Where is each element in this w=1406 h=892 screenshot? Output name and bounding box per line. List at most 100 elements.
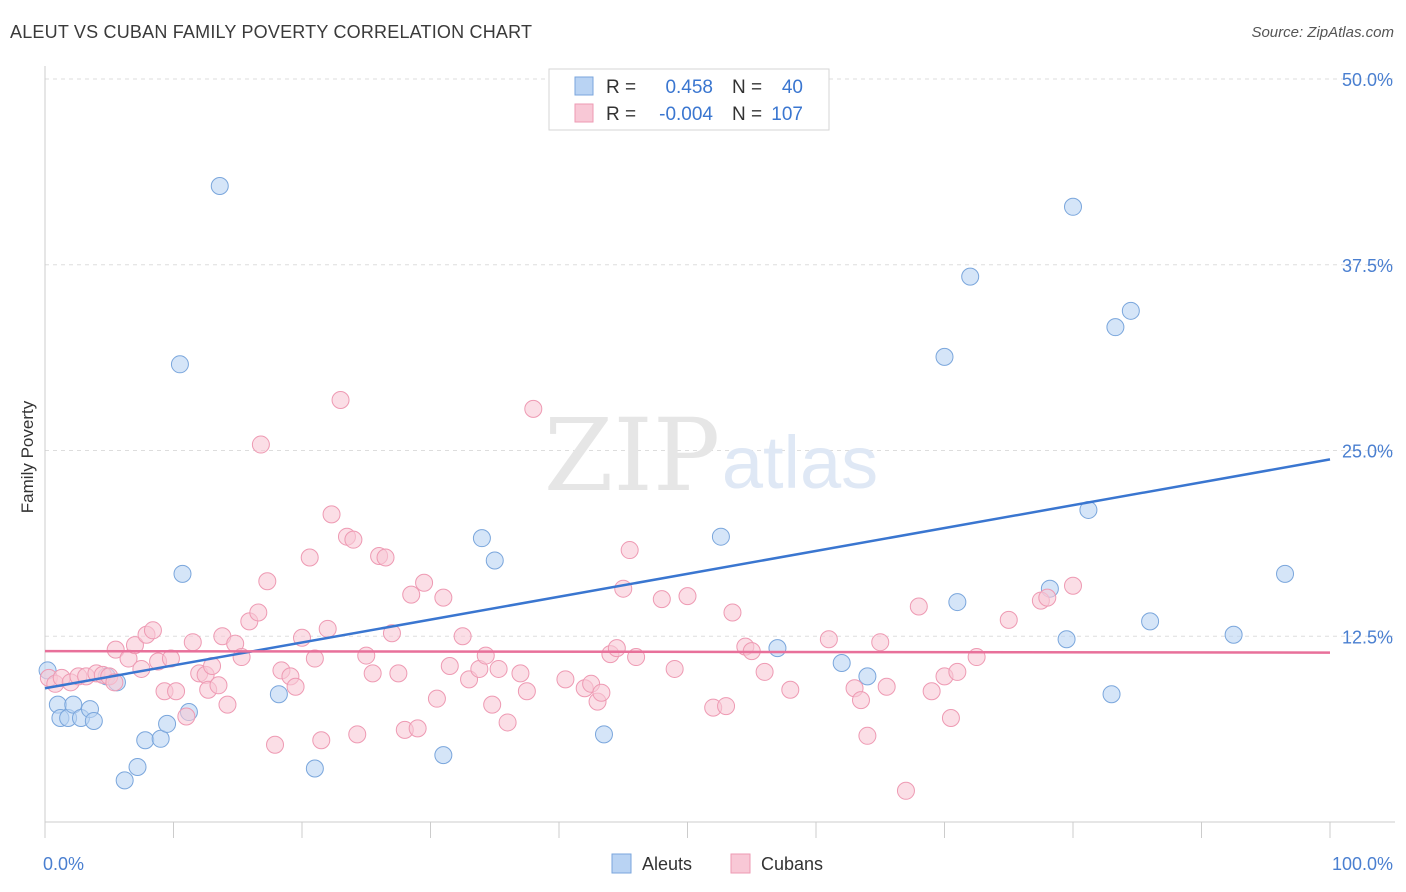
cuban-point: [415, 573, 434, 592]
cuban-point: [592, 683, 611, 702]
aleut-point: [170, 355, 189, 374]
cuban-point: [665, 659, 684, 678]
cuban-n-value: 107: [771, 104, 803, 125]
cuban-point: [999, 610, 1018, 629]
cuban-point: [620, 541, 639, 560]
aleut-point: [858, 667, 877, 686]
aleut-point: [151, 729, 170, 748]
cuban-point: [427, 689, 446, 708]
trend-lines: [44, 458, 1331, 690]
cuban-n-label: N =: [732, 104, 762, 125]
cuban-point: [177, 707, 196, 726]
cuban-point: [363, 664, 382, 683]
cuban-point: [382, 624, 401, 643]
y-tick-label: 50.0%: [1342, 70, 1393, 90]
cuban-point: [511, 664, 530, 683]
cuban-point: [948, 662, 967, 681]
aleut-point: [1276, 564, 1295, 583]
cuban-trend-line: [44, 649, 1331, 654]
aleut-point: [1121, 301, 1140, 320]
cuban-point: [1064, 576, 1082, 595]
cuban-point: [249, 603, 268, 622]
cuban-point: [318, 619, 337, 638]
aleut-n-value: 40: [782, 77, 803, 98]
x-tick-labels: 0.0% 100.0%: [43, 854, 1393, 874]
cuban-point: [453, 627, 472, 646]
aleut-point: [485, 551, 504, 570]
aleut-point: [1064, 197, 1082, 216]
cuban-point: [717, 697, 736, 716]
cubans-legend-label: Cubans: [761, 854, 823, 874]
cuban-point: [614, 579, 633, 598]
aleut-point: [594, 725, 613, 744]
cuban-point: [408, 719, 427, 738]
aleut-point: [1141, 612, 1160, 631]
aleut-point: [832, 653, 851, 672]
aleut-point: [1106, 318, 1125, 337]
series-legend: Aleuts Cubans: [611, 853, 823, 874]
cuban-point: [871, 633, 890, 652]
cuban-point: [266, 735, 285, 754]
aleut-point: [1102, 685, 1121, 704]
cuban-point: [357, 646, 376, 665]
aleut-r-value: 0.458: [665, 77, 713, 98]
cuban-point: [376, 548, 395, 567]
watermark: ZIP atlas: [544, 397, 878, 514]
aleut-point: [935, 347, 954, 366]
cuban-point: [498, 713, 517, 732]
cuban-legend-swatch: [574, 103, 594, 123]
cuban-point: [312, 731, 331, 750]
cuban-point: [143, 621, 162, 640]
x-tick-label-max: 100.0%: [1332, 854, 1393, 874]
aleut-point: [1224, 625, 1243, 644]
cuban-point: [476, 646, 495, 665]
aleut-n-label: N =: [732, 77, 762, 98]
cuban-point: [922, 682, 941, 701]
aleut-point: [136, 731, 155, 750]
chart-title: ALEUT VS CUBAN FAMILY POVERTY CORRELATIO…: [10, 22, 533, 42]
cuban-point: [106, 640, 125, 659]
cuban-point: [851, 691, 870, 710]
y-tick-label: 25.0%: [1342, 442, 1393, 462]
cuban-point: [331, 390, 350, 409]
cuban-r-label: R =: [606, 104, 636, 125]
watermark-atlas: atlas: [722, 421, 878, 504]
cuban-r-value: -0.004: [659, 104, 713, 125]
y-axis-label: Family Poverty: [18, 400, 37, 513]
correlation-legend: R = 0.458 N = 40 R = -0.004 N = 107: [548, 68, 830, 131]
aleut-point: [173, 564, 192, 583]
cuban-point: [286, 677, 305, 696]
axes: [44, 66, 1395, 838]
cuban-point: [858, 726, 877, 745]
cuban-point: [167, 682, 186, 701]
cuban-point: [941, 708, 960, 727]
y-tick-label: 12.5%: [1342, 627, 1393, 647]
aleut-point: [711, 527, 730, 546]
cuban-point: [755, 662, 774, 681]
cuban-point: [489, 659, 508, 678]
aleut-point: [434, 746, 453, 765]
aleut-point: [115, 771, 134, 790]
watermark-zip: ZIP: [544, 397, 720, 514]
aleut-point: [472, 529, 491, 548]
aleut-point: [84, 711, 103, 730]
cuban-point: [819, 630, 838, 649]
aleut-point: [64, 695, 83, 714]
aleut-points: [38, 176, 1295, 790]
cuban-point: [125, 636, 144, 655]
cuban-point: [877, 677, 896, 696]
cuban-point: [723, 603, 742, 622]
x-tick-label-min: 0.0%: [43, 854, 84, 874]
aleut-point: [1057, 630, 1076, 649]
cuban-point: [258, 572, 277, 591]
cuban-point: [652, 590, 671, 609]
grid-lines: [45, 78, 1395, 637]
cuban-point: [434, 588, 453, 607]
aleut-point: [948, 593, 967, 612]
cuban-point: [251, 435, 270, 454]
y-tick-label: 37.5%: [1342, 256, 1393, 276]
cuban-point: [524, 399, 543, 418]
cubans-swatch: [730, 853, 751, 874]
cuban-point: [896, 781, 915, 800]
